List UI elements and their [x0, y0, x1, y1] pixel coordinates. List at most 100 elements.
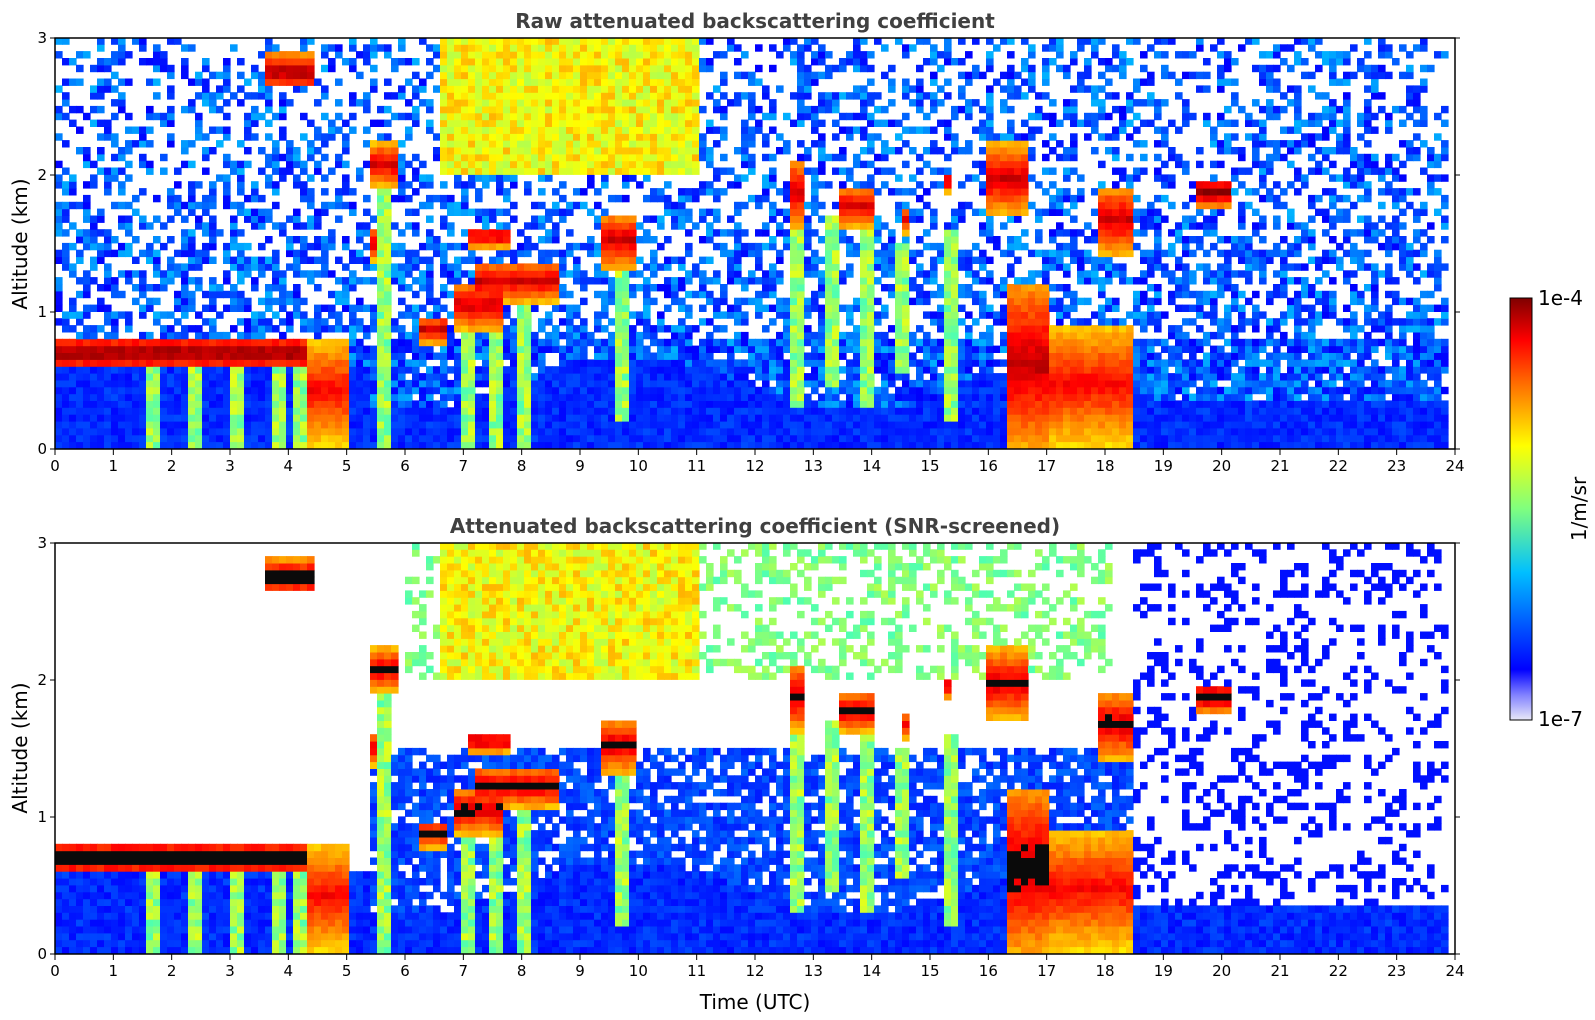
heatmap-cell [797, 64, 805, 73]
heatmap-cell [300, 85, 308, 93]
heatmap-cell [531, 414, 539, 422]
heatmap-cell [657, 160, 665, 169]
heatmap-cell [706, 352, 714, 360]
heatmap-cell [279, 126, 287, 134]
heatmap-cell [265, 421, 273, 429]
heatmap-cell [860, 263, 868, 271]
heatmap-cell [790, 160, 798, 169]
heatmap-cell [587, 153, 595, 162]
heatmap-cell [398, 352, 406, 360]
heatmap-cell [230, 345, 238, 353]
heatmap-cell [531, 140, 539, 148]
heatmap-cell [825, 421, 833, 429]
heatmap-cell [531, 112, 539, 121]
heatmap-cell [552, 64, 560, 73]
heatmap-cell [153, 400, 161, 408]
heatmap-cell [622, 359, 630, 367]
heatmap-cell [685, 400, 693, 408]
heatmap-cell [370, 263, 378, 271]
heatmap-cell [706, 366, 714, 374]
heatmap-cell [615, 242, 623, 251]
heatmap-cell [139, 215, 147, 223]
heatmap-cell [433, 331, 441, 340]
heatmap-cell [349, 338, 357, 347]
heatmap-cell [83, 284, 91, 292]
heatmap-cell [853, 331, 861, 340]
heatmap-cell [573, 153, 581, 162]
heatmap-cell [370, 441, 378, 449]
heatmap-cell [440, 325, 448, 333]
heatmap-cell [398, 359, 406, 367]
heatmap-cell [279, 427, 287, 436]
heatmap-cell [818, 160, 826, 169]
heatmap-cell [482, 51, 490, 59]
heatmap-cell [678, 99, 686, 107]
heatmap-cell [678, 359, 686, 367]
heatmap-cell [90, 379, 98, 388]
heatmap-cell [594, 414, 602, 422]
heatmap-cell [776, 400, 784, 408]
heatmap-cell [566, 105, 574, 114]
heatmap-cell [566, 147, 574, 155]
heatmap-cell [335, 352, 343, 360]
heatmap-cell [209, 92, 217, 100]
heatmap-cell [111, 400, 119, 408]
heatmap-cell [377, 215, 385, 223]
heatmap-cell [825, 249, 833, 258]
heatmap-cell [650, 236, 658, 244]
heatmap-cell [811, 71, 819, 80]
heatmap-cell [517, 99, 525, 107]
heatmap-cell [384, 421, 392, 429]
heatmap-cell [286, 393, 294, 401]
heatmap-cell [867, 208, 875, 216]
heatmap-cell [783, 386, 791, 395]
heatmap-cell [839, 427, 847, 436]
heatmap-cell [622, 126, 630, 134]
heatmap-cell [762, 242, 770, 251]
heatmap-cell [811, 181, 819, 189]
heatmap-cell [818, 105, 826, 114]
heatmap-cell [356, 366, 364, 374]
heatmap-cell [405, 112, 413, 121]
heatmap-cell [370, 242, 378, 251]
heatmap-cell [293, 270, 301, 278]
heatmap-cell [566, 414, 574, 422]
heatmap-cell [636, 92, 644, 100]
heatmap-cell [223, 400, 231, 408]
heatmap-cell [678, 140, 686, 148]
heatmap-cell [846, 373, 854, 381]
heatmap-cell [790, 366, 798, 374]
heatmap-cell [671, 352, 679, 360]
heatmap-cell [125, 140, 133, 148]
heatmap-cell [552, 140, 560, 148]
heatmap-cell [867, 311, 875, 319]
heatmap-cell [664, 434, 672, 443]
heatmap-cell [853, 181, 861, 189]
heatmap-cell [713, 434, 721, 443]
heatmap-cell [328, 338, 336, 347]
heatmap-cell [475, 325, 483, 333]
heatmap-cell [454, 263, 462, 271]
heatmap-cell [832, 393, 840, 401]
heatmap-cell [90, 263, 98, 271]
heatmap-cell [237, 318, 245, 326]
heatmap-cell [825, 386, 833, 395]
heatmap-cell [685, 58, 693, 66]
heatmap-cell [363, 242, 371, 251]
heatmap-cell [580, 318, 588, 326]
heatmap-cell [237, 201, 245, 210]
heatmap-cell [510, 174, 518, 182]
heatmap-cell [664, 407, 672, 415]
heatmap-cell [496, 434, 504, 443]
heatmap-cell [405, 393, 413, 401]
heatmap-cell [139, 366, 147, 374]
heatmap-cell [384, 373, 392, 381]
heatmap-cell [699, 236, 707, 244]
heatmap-cell [664, 325, 672, 333]
heatmap-cell [468, 119, 476, 127]
heatmap-cell [335, 160, 343, 169]
heatmap-cell [370, 147, 378, 155]
heatmap-cell [846, 311, 854, 319]
heatmap-cell [90, 421, 98, 429]
heatmap-cell [195, 277, 203, 285]
